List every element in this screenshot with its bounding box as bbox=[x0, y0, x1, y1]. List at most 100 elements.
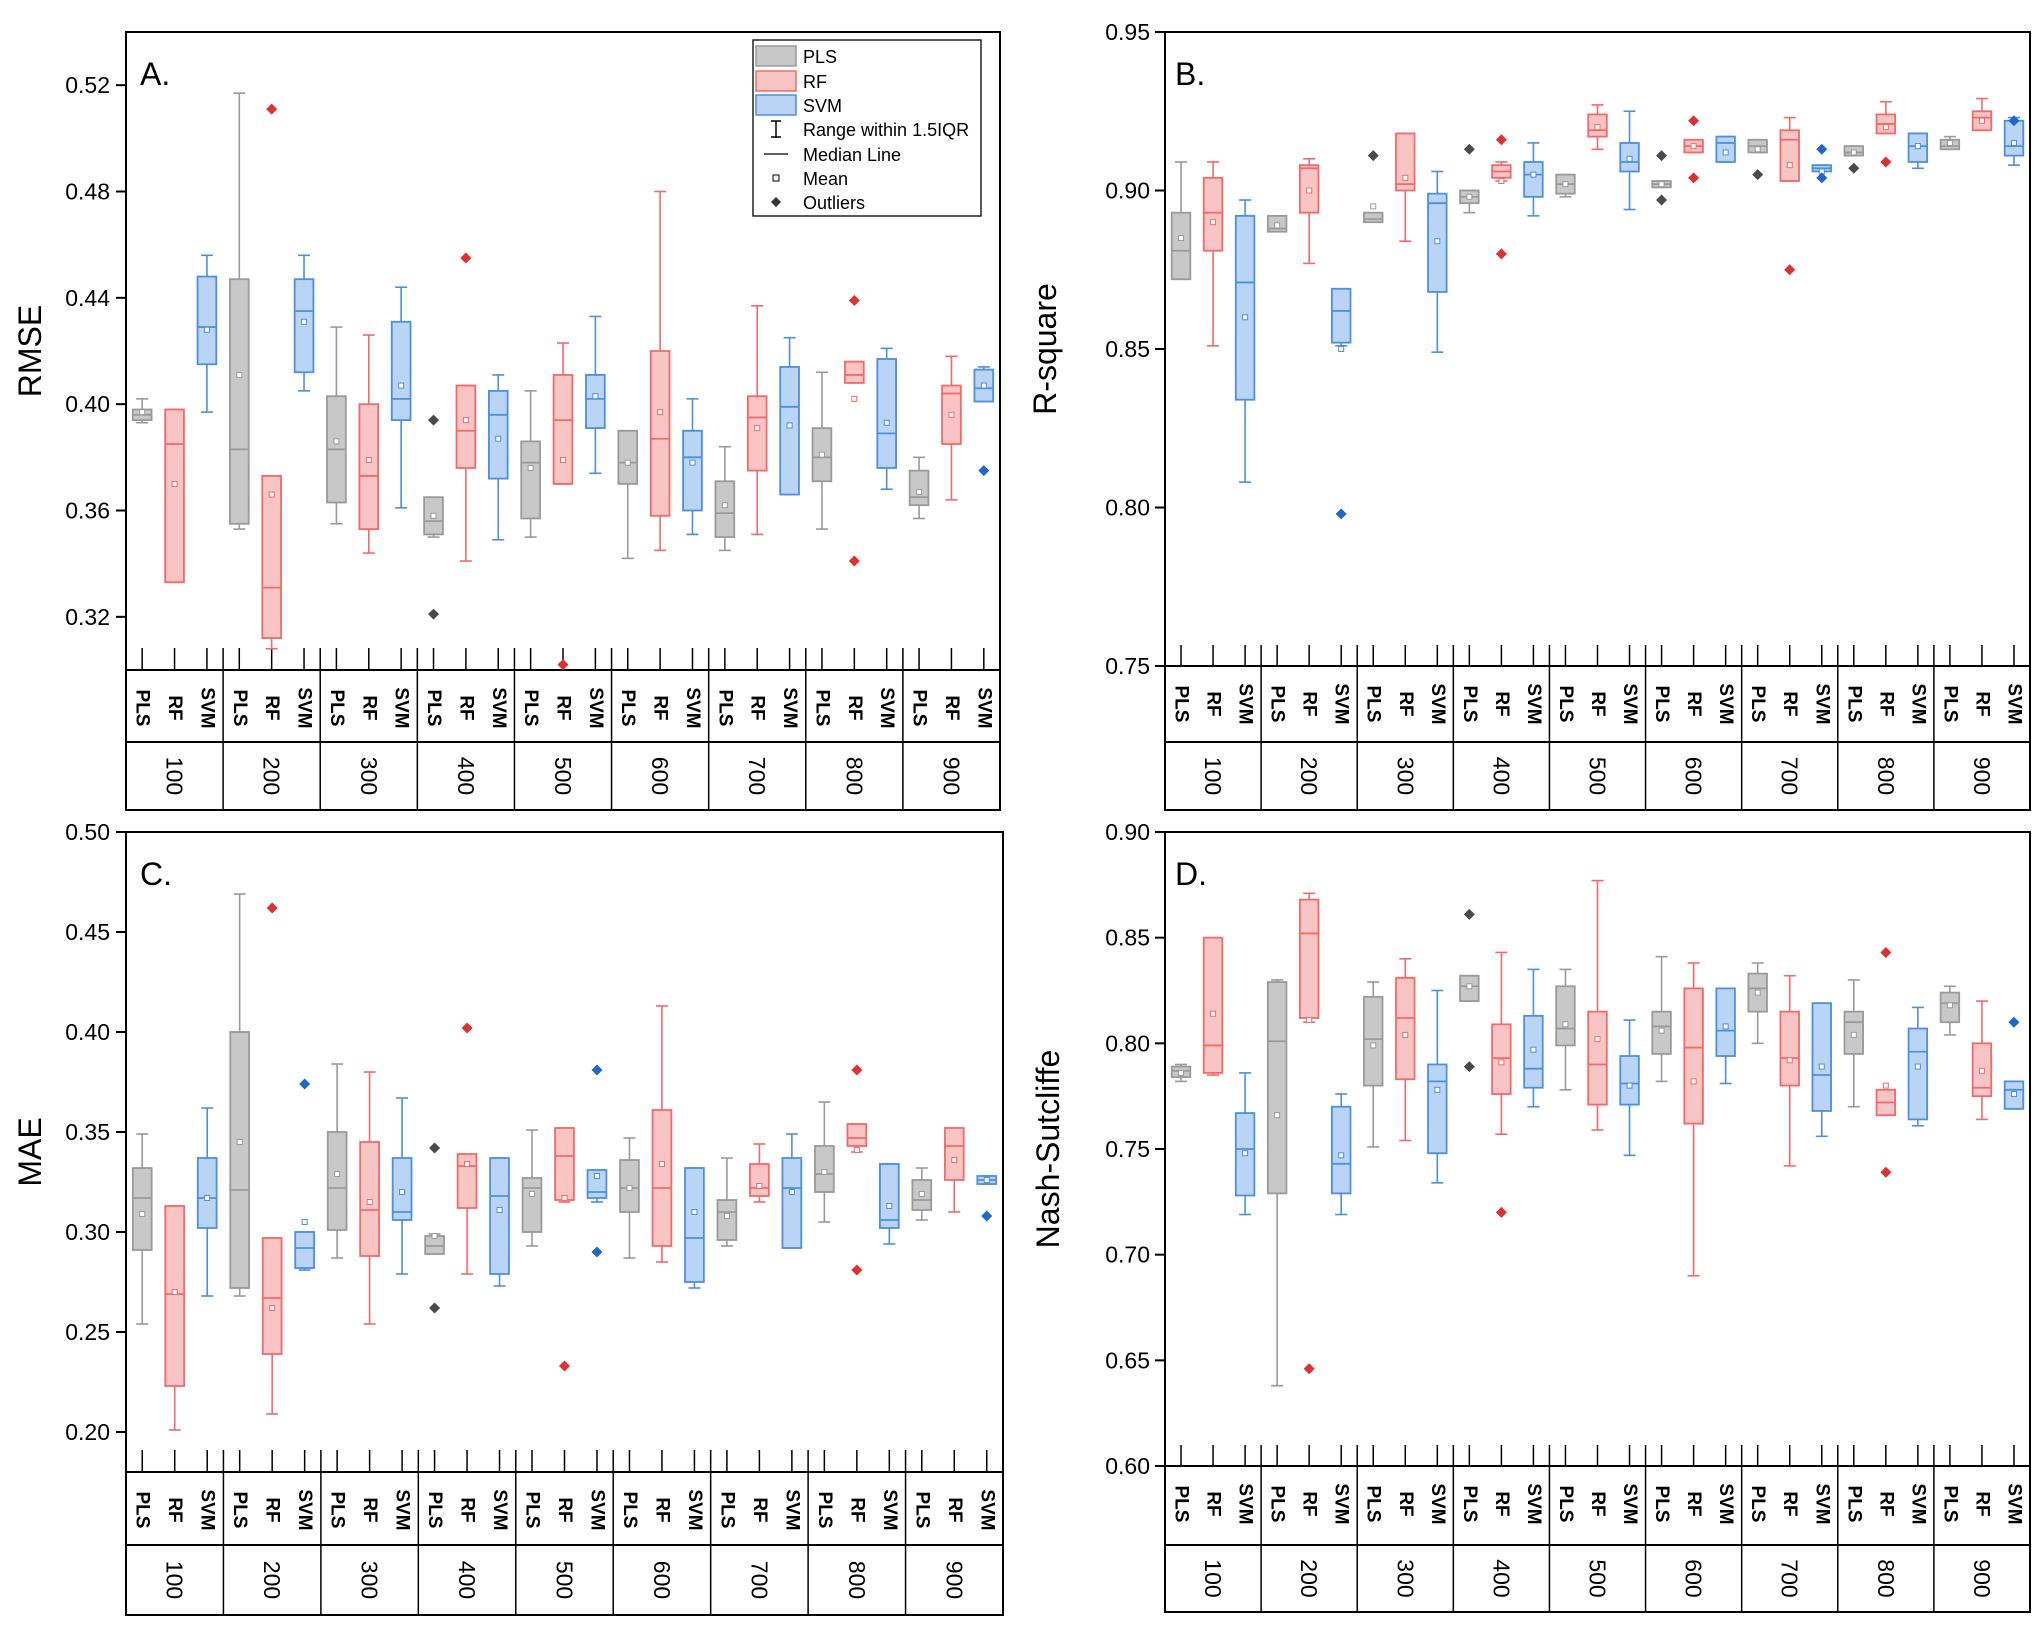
box-rf-900 bbox=[943, 1127, 965, 1213]
model-label: SVM bbox=[682, 687, 703, 728]
box-svm-700 bbox=[1811, 1002, 1832, 1138]
panel-c: 0.20 0.25 0.30 0.35 0.40 0.45 0.50 MAE C. 100 PLS R… bbox=[12, 819, 1004, 1616]
model-label: PLS bbox=[1651, 1486, 1672, 1523]
mean-marker bbox=[1978, 1067, 1985, 1074]
box-pls-100 bbox=[131, 1133, 153, 1325]
group-label: 600 bbox=[1681, 1559, 1707, 1597]
group-label: 600 bbox=[647, 757, 673, 795]
mean-marker bbox=[1370, 1042, 1377, 1049]
outlier-marker bbox=[1335, 508, 1347, 520]
outlier-marker bbox=[848, 555, 860, 567]
outlier-marker bbox=[1816, 143, 1828, 155]
mean-marker bbox=[333, 438, 340, 445]
iqr-box bbox=[1587, 1010, 1608, 1106]
mean-marker bbox=[1658, 181, 1665, 188]
mean-marker bbox=[1402, 1031, 1409, 1038]
mean-marker bbox=[1562, 181, 1569, 188]
mean-marker bbox=[1210, 1010, 1217, 1017]
legend-swatch-rf bbox=[755, 70, 797, 92]
y-axis-label: MAE bbox=[12, 1117, 48, 1186]
box-pls-700 bbox=[716, 1157, 738, 1247]
iqr-box bbox=[293, 278, 315, 374]
mean-marker bbox=[430, 512, 437, 519]
mean-marker bbox=[883, 419, 890, 426]
mean-marker bbox=[657, 409, 664, 416]
mean-marker bbox=[626, 1185, 633, 1191]
box-rf-900 bbox=[1971, 97, 1993, 132]
group-label: 900 bbox=[938, 757, 964, 795]
box-svm-500 bbox=[586, 1064, 608, 1258]
model-label: SVM bbox=[1427, 1483, 1448, 1524]
model-label: RF bbox=[1875, 691, 1896, 716]
model-label: PLS bbox=[1171, 1486, 1192, 1523]
outlier-marker bbox=[2008, 1016, 2020, 1028]
outlier-marker bbox=[1688, 115, 1700, 127]
group-label: 900 bbox=[1969, 1559, 1995, 1597]
box-pls-600 bbox=[619, 1137, 640, 1259]
iqr-box bbox=[1202, 936, 1224, 1074]
model-label: SVM bbox=[879, 1489, 900, 1530]
iqr-box bbox=[229, 278, 250, 525]
mean-marker bbox=[786, 422, 793, 429]
outlier-marker bbox=[266, 902, 278, 914]
mean-marker bbox=[529, 1191, 536, 1197]
mean-marker bbox=[756, 1183, 763, 1189]
iqr-box bbox=[1331, 287, 1352, 344]
box-rf-900 bbox=[1971, 1000, 1993, 1121]
box-rf-400 bbox=[456, 1022, 478, 1275]
y-tick-label: 0.44 bbox=[65, 285, 110, 311]
mean-marker bbox=[268, 491, 275, 498]
iqr-box bbox=[682, 429, 703, 512]
outlier-marker bbox=[1495, 248, 1507, 260]
iqr-box bbox=[779, 366, 800, 496]
model-label: SVM bbox=[1523, 683, 1544, 724]
y-tick-label: 0.45 bbox=[65, 919, 110, 945]
iqr-box bbox=[1523, 161, 1544, 198]
model-label: RF bbox=[1491, 691, 1512, 716]
group-label: 800 bbox=[1873, 1559, 1899, 1597]
group-label: 500 bbox=[550, 757, 576, 795]
model-label: PLS bbox=[1651, 686, 1672, 723]
mean-marker bbox=[2010, 139, 2017, 146]
model-label: SVM bbox=[976, 1489, 997, 1530]
box-pls-500 bbox=[1555, 173, 1576, 198]
iqr-box bbox=[294, 1231, 315, 1269]
mean-marker bbox=[1594, 124, 1601, 131]
panel-label: D. bbox=[1175, 856, 1207, 892]
box-pls-500 bbox=[520, 390, 541, 538]
iqr-box bbox=[521, 1177, 543, 1233]
group-label: 700 bbox=[744, 757, 770, 795]
outlier-marker bbox=[1463, 1061, 1475, 1073]
table-frame bbox=[125, 670, 1001, 811]
model-label: RF bbox=[1203, 691, 1224, 716]
outlier-marker bbox=[1752, 169, 1764, 181]
y-tick-label: 0.75 bbox=[1105, 1136, 1150, 1162]
model-label: PLS bbox=[1171, 686, 1192, 723]
outlier-marker bbox=[1880, 156, 1892, 168]
mean-marker bbox=[496, 1207, 503, 1213]
mean-marker bbox=[983, 1177, 990, 1183]
box-svm-300 bbox=[1427, 170, 1448, 353]
box-svm-600 bbox=[684, 1167, 705, 1289]
iqr-box bbox=[684, 1167, 705, 1283]
group-label: 600 bbox=[649, 1561, 675, 1599]
box-pls-800 bbox=[814, 1101, 835, 1223]
model-label: PLS bbox=[1267, 686, 1288, 723]
model-label: PLS bbox=[423, 690, 444, 727]
iqr-box bbox=[844, 360, 865, 384]
model-label: RF bbox=[1299, 1491, 1320, 1516]
box-pls-400 bbox=[423, 414, 444, 620]
model-label: SVM bbox=[781, 1489, 802, 1530]
outlier-marker bbox=[981, 1210, 993, 1222]
model-label: PLS bbox=[132, 1492, 153, 1529]
mean-marker bbox=[1434, 238, 1441, 245]
outlier-marker bbox=[1656, 194, 1668, 206]
iqr-box bbox=[1395, 132, 1416, 192]
y-tick-label: 0.90 bbox=[1105, 178, 1150, 204]
box-svm-300 bbox=[390, 286, 412, 509]
model-label: SVM bbox=[1619, 1483, 1640, 1524]
box-rf-500 bbox=[554, 1127, 575, 1372]
model-label: SVM bbox=[1331, 683, 1352, 724]
model-label: PLS bbox=[911, 1492, 932, 1529]
table-frame bbox=[1164, 666, 2031, 811]
